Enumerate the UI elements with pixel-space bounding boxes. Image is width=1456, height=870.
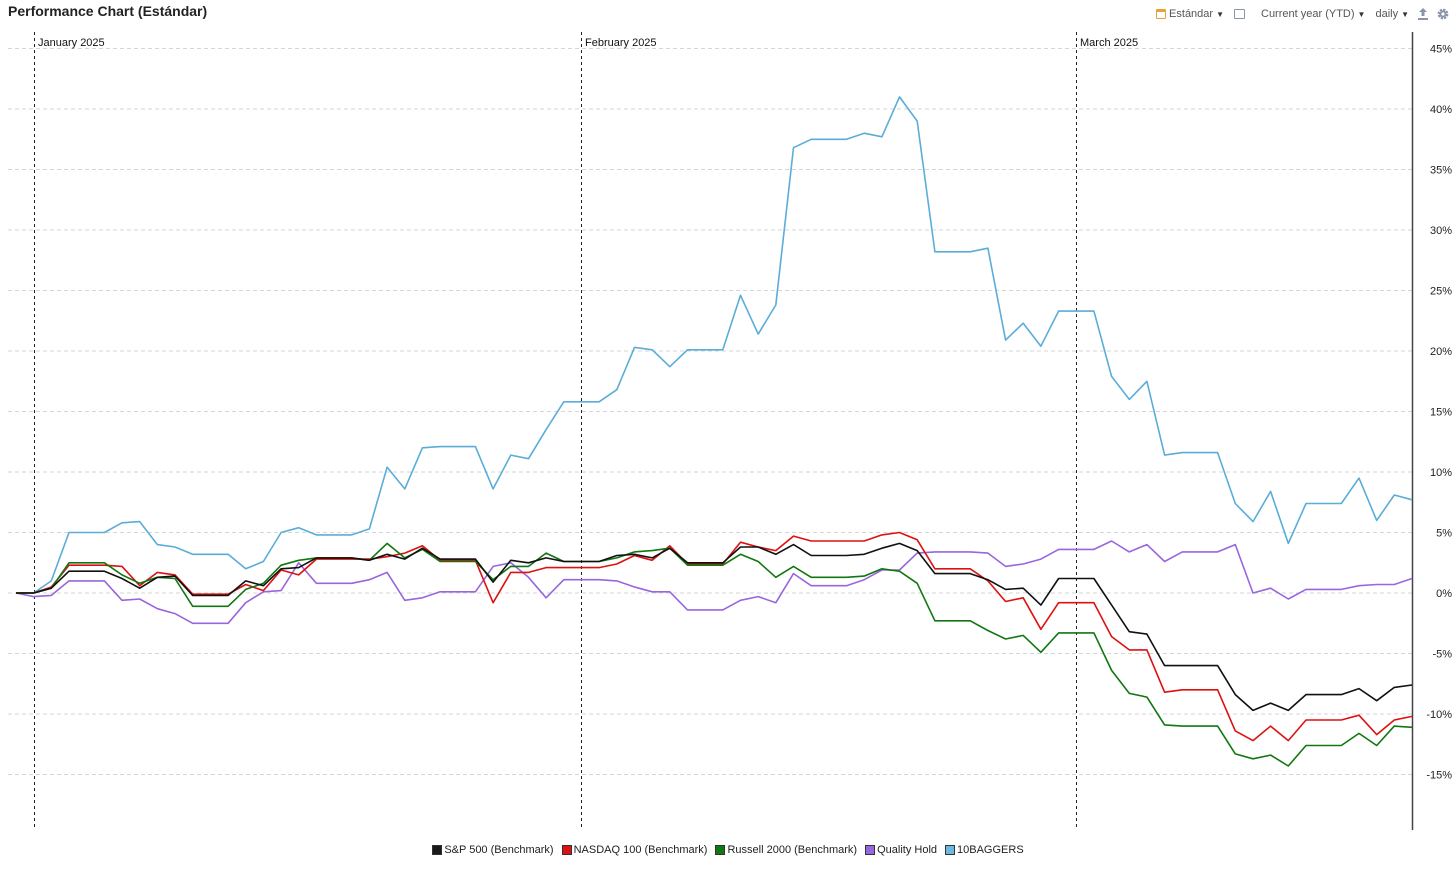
y-tick-label: 45% (1430, 44, 1452, 56)
chevron-down-icon: ▼ (1357, 9, 1366, 19)
legend-swatch (561, 845, 572, 855)
y-tick-label: 35% (1430, 165, 1452, 177)
legend-item[interactable]: S&P 500 (Benchmark) (432, 844, 554, 856)
chevron-down-icon: ▼ (1216, 9, 1224, 19)
legend-swatch (865, 845, 876, 855)
y-tick-label: 5% (1436, 528, 1452, 540)
y-tick-label: -5% (1432, 649, 1452, 661)
y-tick-label: -10% (1426, 709, 1452, 721)
chart-toolbar: Estándar ▼ Current year (YTD) ▼ daily ▼ (1156, 6, 1450, 22)
legend-label: Russell 2000 (Benchmark) (727, 844, 858, 856)
fullscreen-icon[interactable] (1234, 9, 1245, 19)
upload-icon[interactable] (1417, 7, 1429, 21)
legend-swatch (715, 845, 726, 855)
y-tick-label: 10% (1430, 467, 1452, 479)
style-label: Estándar (1169, 8, 1214, 20)
y-tick-label: 20% (1430, 346, 1452, 358)
legend-item[interactable]: Russell 2000 (Benchmark) (715, 844, 857, 856)
legend-label: NASDAQ 100 (Benchmark) (573, 844, 708, 856)
y-tick-label: 25% (1430, 286, 1452, 298)
legend-item[interactable]: Quality Hold (865, 844, 937, 856)
y-tick-label: 30% (1430, 225, 1452, 237)
page-title: Performance Chart (Estándar) (8, 3, 208, 19)
legend-label: S&P 500 (Benchmark) (444, 844, 554, 856)
series-line-1[interactable] (15, 540, 1413, 625)
y-tick-label: -15% (1426, 770, 1452, 782)
chart-legend: S&P 500 (Benchmark) NASDAQ 100 (Benchmark… (0, 844, 1456, 856)
legend-item[interactable]: 10BAGGERS (945, 844, 1024, 856)
series-line-3[interactable] (16, 542, 1413, 767)
range-label: Current year (YTD) (1261, 8, 1355, 20)
chevron-down-icon: ▼ (1401, 9, 1409, 19)
month-label: February 2025 (585, 37, 657, 49)
legend-label: 10BAGGERS (957, 844, 1024, 856)
gear-icon[interactable] (1436, 7, 1450, 21)
y-tick-label: 40% (1430, 104, 1452, 116)
interval-label: daily (1375, 8, 1399, 20)
y-tick-label: 0% (1436, 588, 1452, 600)
series-line-2[interactable] (16, 531, 1413, 742)
y-tick-label: 15% (1430, 407, 1452, 419)
month-label: March 2025 (1080, 37, 1138, 49)
legend-swatch (945, 845, 956, 855)
series-line-0[interactable] (16, 96, 1413, 594)
range-dropdown[interactable]: Current year (YTD) ▼ (1261, 8, 1365, 20)
month-label: January 2025 (38, 37, 105, 49)
series-line-4[interactable] (16, 542, 1413, 712)
legend-swatch (432, 845, 443, 855)
calendar-icon (1156, 9, 1167, 19)
style-dropdown[interactable]: Estándar ▼ (1156, 8, 1224, 20)
legend-item[interactable]: NASDAQ 100 (Benchmark) (561, 844, 708, 856)
interval-dropdown[interactable]: daily ▼ (1375, 8, 1409, 20)
legend-label: Quality Hold (877, 844, 938, 856)
